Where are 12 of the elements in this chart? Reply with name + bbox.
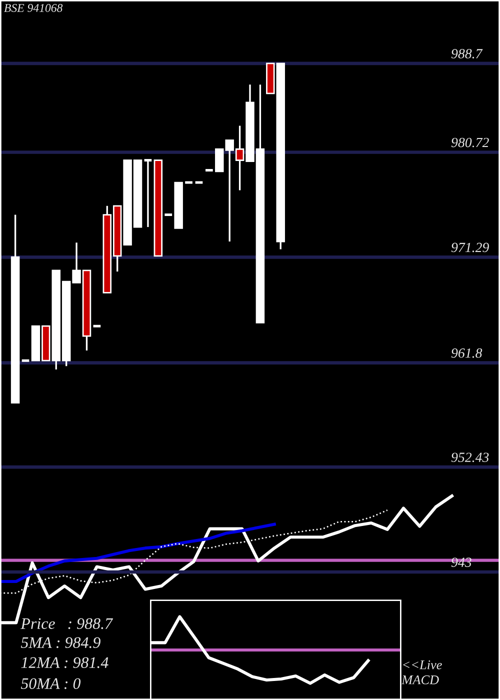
annotation: 5MA : 984.9	[20, 637, 100, 648]
y-tick-label: 971.29	[451, 242, 489, 252]
y-tick-label: 952.43	[451, 452, 489, 462]
annotation: <<Live	[403, 660, 442, 670]
annotation: 50MA : 0	[20, 678, 81, 690]
y-tick-label: 961.8	[451, 348, 482, 358]
annotation: MACD	[402, 675, 439, 684]
annotation: Price : 988.7	[20, 618, 114, 630]
annotation: 12MA : 981.4	[21, 657, 108, 668]
y-tick-label: 988.7	[451, 49, 483, 58]
chart-title: BSE 941068	[4, 4, 63, 12]
y-tick-label: 980.72	[451, 138, 489, 148]
